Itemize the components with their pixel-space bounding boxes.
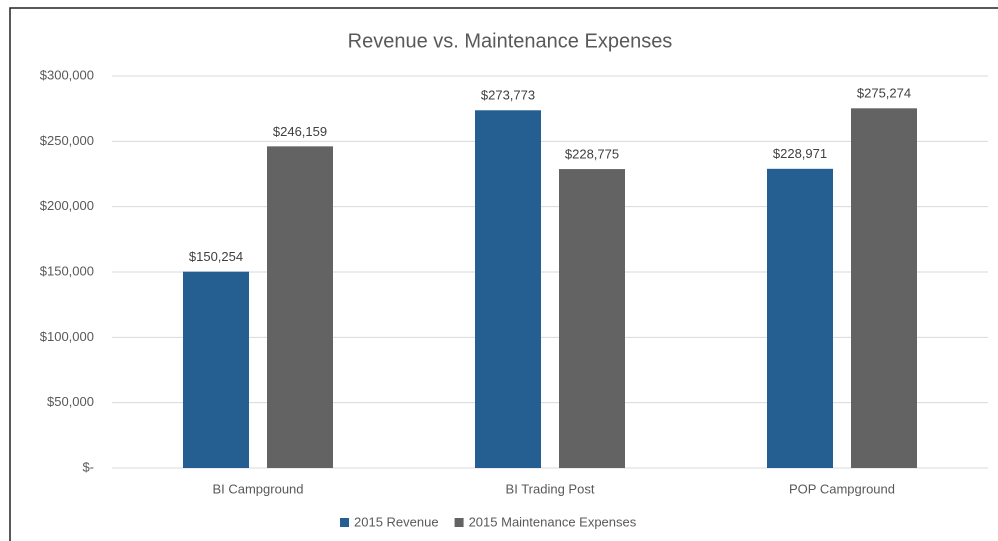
x-tick-label: BI Campground xyxy=(212,481,303,496)
chart-title: Revenue vs. Maintenance Expenses xyxy=(348,30,673,52)
bar xyxy=(559,169,625,469)
bar xyxy=(851,108,917,468)
data-label: $275,274 xyxy=(857,86,911,101)
data-label: $273,773 xyxy=(481,88,535,103)
x-tick-label: BI Trading Post xyxy=(506,481,595,496)
legend-swatch xyxy=(454,518,464,527)
bar xyxy=(475,110,541,468)
legend-label: 2015 Maintenance Expenses xyxy=(469,514,637,529)
data-label: $228,775 xyxy=(565,147,619,162)
bar xyxy=(767,168,833,469)
data-label: $246,159 xyxy=(273,124,327,139)
y-tick-label: $200,000 xyxy=(40,198,94,213)
y-tick-label: $300,000 xyxy=(40,67,94,82)
y-tick-label: $250,000 xyxy=(40,133,94,148)
data-label: $228,971 xyxy=(773,146,827,161)
bar xyxy=(183,271,249,468)
legend-swatch xyxy=(340,518,349,527)
legend-label: 2015 Revenue xyxy=(354,514,439,529)
bar xyxy=(267,146,333,468)
y-tick-label: $150,000 xyxy=(40,263,94,278)
x-tick-label: POP Campground xyxy=(789,481,895,496)
y-tick-label: $50,000 xyxy=(47,394,94,409)
y-tick-label: $100,000 xyxy=(40,329,94,344)
y-tick-label: $- xyxy=(82,459,94,474)
data-label: $150,254 xyxy=(189,249,243,264)
